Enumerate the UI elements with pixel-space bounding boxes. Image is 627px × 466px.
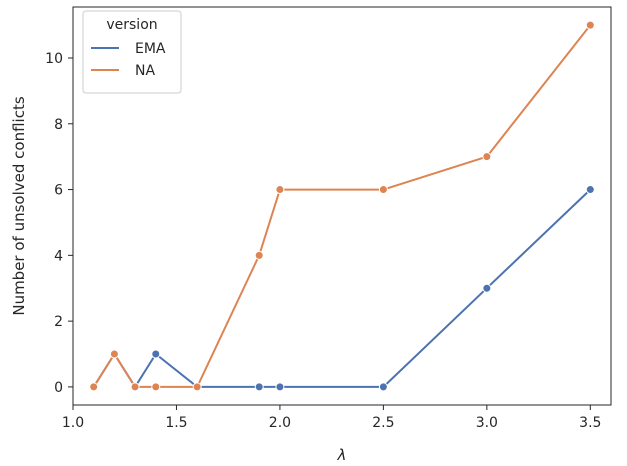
- data-point-ema: [275, 382, 285, 392]
- x-tick-label: 1.5: [165, 415, 187, 431]
- plot-frame: [72, 6, 612, 406]
- y-tick-label: 0: [54, 380, 63, 396]
- series-line-na: [92, 24, 592, 388]
- legend-label-ema: EMA: [135, 41, 166, 57]
- legend: version EMA NA: [82, 10, 182, 94]
- data-point-ema: [585, 185, 595, 195]
- data-point-na: [192, 382, 202, 392]
- data-point-na: [254, 250, 264, 260]
- x-tick-label: 2.0: [269, 415, 291, 431]
- data-point-na: [89, 382, 99, 392]
- x-tick-label: 1.0: [62, 415, 84, 431]
- data-point-na: [378, 185, 388, 195]
- y-tick-label: 6: [54, 183, 63, 199]
- data-point-na: [482, 152, 492, 162]
- legend-title: version: [106, 17, 157, 33]
- y-tick-label: 10: [45, 51, 63, 67]
- x-axis-label: λ: [337, 446, 347, 464]
- data-point-ema: [482, 283, 492, 293]
- series-line-ema: [92, 188, 591, 388]
- plot-area: [89, 20, 595, 392]
- x-tick-label: 3.0: [476, 415, 498, 431]
- x-tick-label: 2.5: [372, 415, 394, 431]
- data-point-na: [275, 185, 285, 195]
- axes: 1.0 1.5 2.0 2.5 3.0 3.5 0 2 4 6 8 10: [45, 6, 612, 431]
- y-axis-label: Number of unsolved conflicts: [10, 96, 28, 315]
- x-tick-label: 3.5: [579, 415, 601, 431]
- y-tick-label: 4: [54, 248, 63, 264]
- data-point-ema: [378, 382, 388, 392]
- data-point-na: [130, 382, 140, 392]
- y-tick-label: 8: [54, 117, 63, 133]
- data-point-na: [585, 20, 595, 30]
- legend-frame: [82, 10, 182, 94]
- data-point-ema: [254, 382, 264, 392]
- data-point-ema: [151, 349, 161, 359]
- data-point-na: [109, 349, 119, 359]
- data-point-na: [151, 382, 161, 392]
- y-tick-label: 2: [54, 314, 63, 330]
- legend-label-na: NA: [135, 63, 155, 79]
